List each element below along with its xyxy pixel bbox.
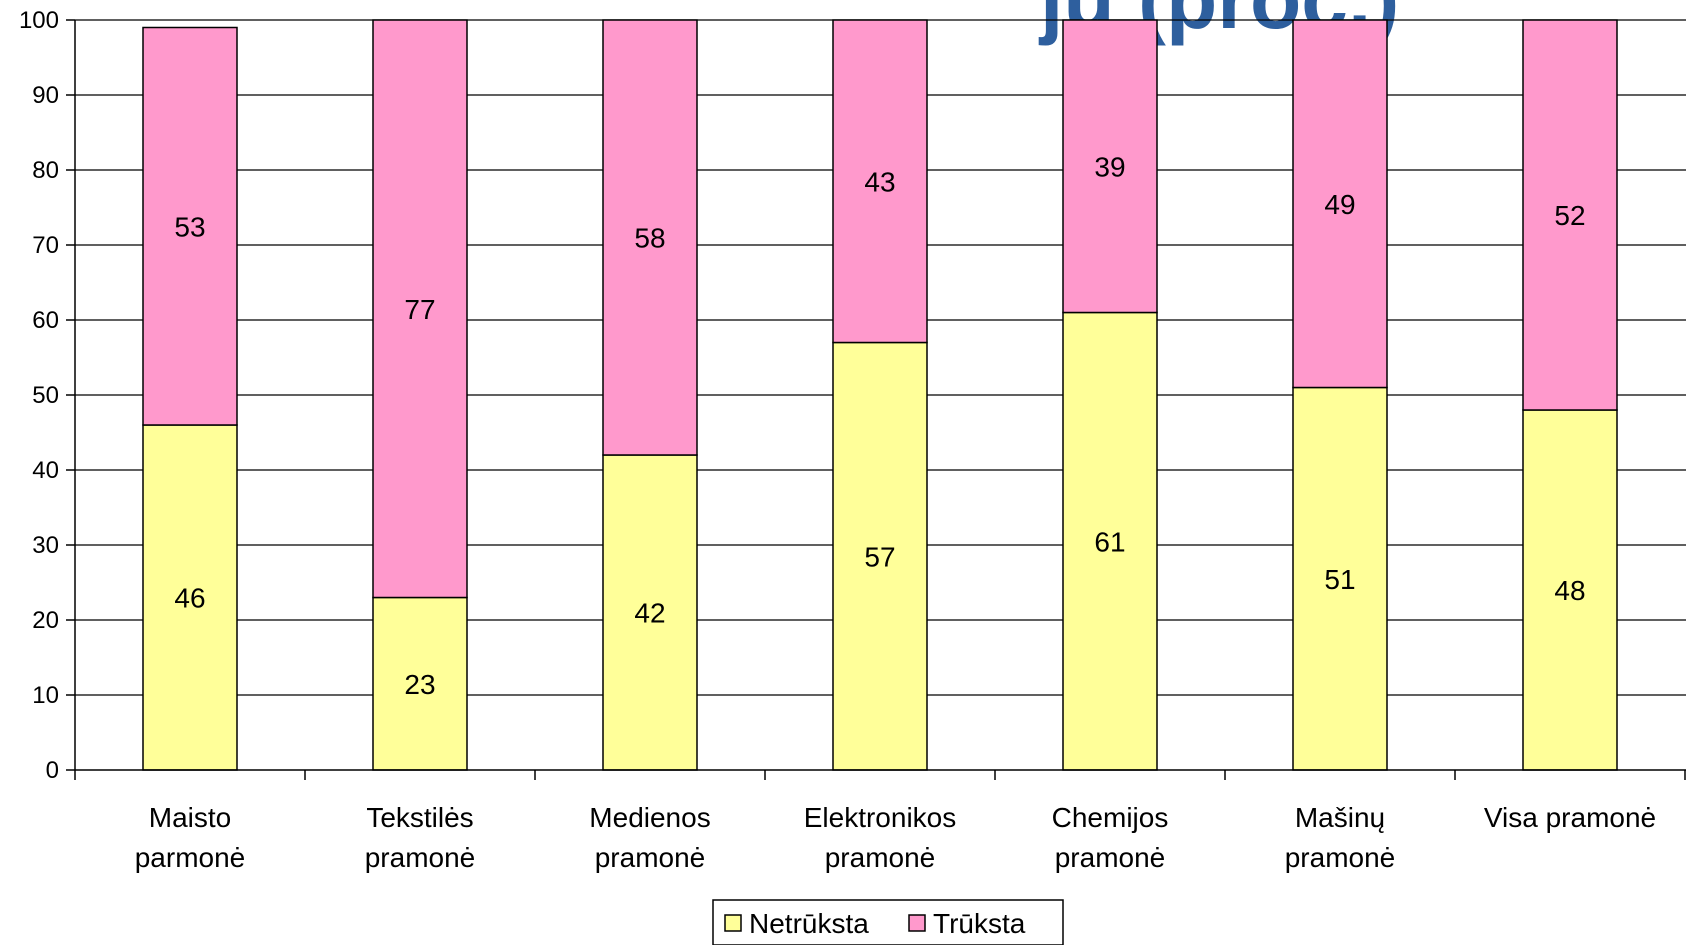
legend-label: Trūksta xyxy=(933,908,1026,939)
x-category-label-line: pramonė xyxy=(1055,842,1166,873)
data-label: 57 xyxy=(864,541,895,572)
legend-swatch xyxy=(908,914,926,932)
x-category-label: Tekstilės pramonė xyxy=(365,802,476,873)
data-label: 52 xyxy=(1554,200,1585,231)
bar-segment-truksta xyxy=(1522,19,1618,411)
data-label: 39 xyxy=(1094,151,1125,182)
data-label: 61 xyxy=(1094,526,1125,557)
bar-segment-truksta xyxy=(602,19,698,456)
axis-layer: 0 10 20 30 40 50 60 70 80 90 100 xyxy=(19,7,1686,784)
bar-segment-truksta xyxy=(1292,19,1388,389)
legend: Netrūksta Trūksta xyxy=(712,899,1064,945)
y-tick-label: 80 xyxy=(32,157,59,184)
y-tick-label: 30 xyxy=(32,532,59,559)
x-category-label-line: pramonė xyxy=(595,842,706,873)
x-category-label-line: Medienos xyxy=(589,802,710,833)
bar-segment-netruksta xyxy=(832,341,928,771)
legend-label: Netrūksta xyxy=(749,908,869,939)
x-category-label-line: pramonė xyxy=(825,842,936,873)
data-label: 43 xyxy=(864,166,895,197)
bar-segment-truksta xyxy=(1062,19,1158,314)
x-category-label-line: Visa pramonė xyxy=(1484,802,1656,833)
data-label: 48 xyxy=(1554,575,1585,606)
bar-segment-truksta xyxy=(142,26,238,426)
data-label: 51 xyxy=(1324,564,1355,595)
bar-segment-netruksta xyxy=(372,596,468,771)
x-category-label-line: Chemijos xyxy=(1052,802,1169,833)
x-category-label: Medienos pramonė xyxy=(589,802,710,873)
data-label: 58 xyxy=(634,223,665,254)
x-category-label: Visa pramonė xyxy=(1484,802,1656,833)
bar-segment-netruksta xyxy=(1062,311,1158,771)
y-tick-label: 50 xyxy=(32,382,59,409)
x-category-label: Mašinų pramonė xyxy=(1285,802,1396,873)
y-tick-label: 0 xyxy=(46,757,59,784)
y-tick-label: 10 xyxy=(32,682,59,709)
legend-swatch xyxy=(724,914,742,932)
x-category-label-line: Maisto xyxy=(149,802,231,833)
y-tick-label: 70 xyxy=(32,232,59,259)
x-category-label-line: pramonė xyxy=(365,842,476,873)
bar-segment-truksta xyxy=(372,19,468,599)
data-label: 46 xyxy=(174,583,205,614)
data-label: 49 xyxy=(1324,189,1355,220)
x-category-label: Elektronikos pramonė xyxy=(804,802,957,873)
bars-layer xyxy=(142,19,1618,771)
bar-segment-truksta xyxy=(832,19,928,344)
y-tick-label: 90 xyxy=(32,82,59,109)
x-category-label-line: Elektronikos xyxy=(804,802,957,833)
x-category-label-line: pramonė xyxy=(1285,842,1396,873)
data-label: 77 xyxy=(404,294,435,325)
y-tick-label: 40 xyxy=(32,457,59,484)
y-tick-label: 20 xyxy=(32,607,59,634)
bar-segment-netruksta xyxy=(1522,409,1618,771)
bar-segment-netruksta xyxy=(602,454,698,771)
x-category-label: Maisto parmonė xyxy=(135,802,246,873)
data-label: 23 xyxy=(404,669,435,700)
data-label: 42 xyxy=(634,598,665,629)
y-tick-label: 60 xyxy=(32,307,59,334)
x-category-label-line: Mašinų xyxy=(1295,802,1385,833)
x-category-label-line: Tekstilės xyxy=(366,802,473,833)
x-category-label: Chemijos pramonė xyxy=(1052,802,1169,873)
bar-segment-netruksta xyxy=(142,424,238,771)
x-category-label-line: parmonė xyxy=(135,842,246,873)
data-label: 53 xyxy=(174,211,205,242)
labels-layer: 46 53 Maisto parmonė 23 77 Tekstilės pramonė 42 5… xyxy=(135,151,1656,873)
y-tick-label: 100 xyxy=(19,7,59,34)
legend-box xyxy=(712,899,1064,945)
